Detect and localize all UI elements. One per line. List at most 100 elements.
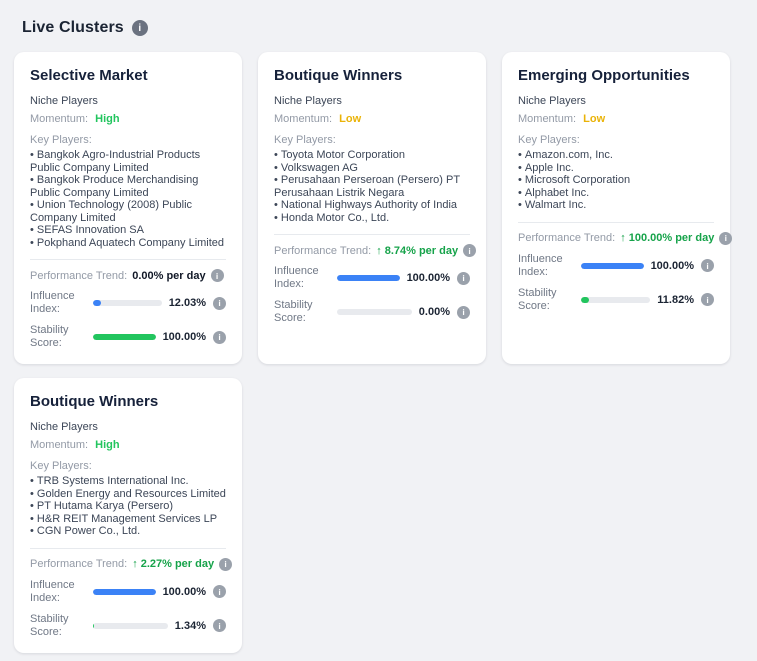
progress-track — [337, 309, 412, 315]
key-player: Amazon.com, Inc. — [518, 149, 714, 162]
metric-label: Influence Index: — [518, 253, 574, 279]
metric-row-stability: Stability Score: 0.00% i — [274, 299, 470, 325]
key-player: Volkswagen AG — [274, 162, 470, 175]
cluster-title: Emerging Opportunities — [518, 67, 690, 84]
info-icon[interactable]: i — [463, 244, 477, 257]
momentum-value: High — [95, 439, 120, 451]
cluster-card: Selective Market Niche Players Momentum:… — [14, 52, 242, 364]
trend-up-arrow-icon: ↑ — [132, 558, 138, 570]
key-players-label: Key Players: — [30, 134, 92, 146]
progress-fill — [337, 275, 400, 281]
metric-label: Stability Score: — [274, 299, 330, 325]
trend-text: 100.00% per day — [628, 232, 715, 244]
trend-value: ↑ 8.74% per day — [376, 245, 458, 257]
progress-fill — [581, 296, 590, 303]
metric-label-line: Influence — [30, 290, 75, 302]
info-icon[interactable]: i — [701, 259, 714, 272]
momentum-row: Momentum: Low — [274, 113, 470, 125]
info-icon[interactable]: i — [701, 293, 714, 306]
divider — [518, 221, 714, 223]
key-players-label: Key Players: — [518, 134, 580, 146]
metric-label-line: Stability — [30, 612, 69, 625]
cluster-subtitle: Niche Players — [30, 421, 98, 433]
progress-track — [93, 300, 162, 306]
metric-label-line: Influence — [518, 252, 563, 265]
metric-value: 12.03% — [168, 297, 206, 309]
key-player: Alphabet Inc. — [518, 187, 714, 200]
trend-label: Performance Trend: — [30, 558, 128, 570]
metric-value: 100.00% — [406, 272, 450, 284]
momentum-label: Momentum: — [30, 113, 89, 125]
info-icon[interactable]: i — [213, 296, 226, 310]
cluster-subtitle: Niche Players — [30, 95, 98, 107]
key-player: H&R REIT Management Services LP — [30, 513, 226, 526]
key-player: Bangkok Produce Merchandising Public Com… — [30, 174, 226, 199]
cluster-subtitle: Niche Players — [518, 95, 586, 107]
momentum-value: Low — [583, 113, 606, 125]
key-player: Honda Motor Co., Ltd. — [274, 212, 470, 225]
info-icon[interactable]: i — [213, 330, 226, 344]
performance-trend-row: Performance Trend: ↑ 8.74% per day i — [274, 244, 477, 257]
key-player: CGN Power Co., Ltd. — [30, 525, 226, 538]
metric-value: 0.00% — [418, 306, 450, 318]
metric-label: Stability Score: — [518, 287, 574, 313]
metric-label-line: Index: — [274, 278, 304, 290]
trend-value: ↑ 100.00% per day — [620, 232, 714, 244]
progress-fill — [581, 262, 644, 269]
info-icon[interactable]: i — [210, 269, 224, 282]
key-players-list: Amazon.com, Inc. Apple Inc. Microsoft Co… — [518, 149, 714, 212]
info-icon[interactable]: i — [457, 271, 470, 285]
key-players-label: Key Players: — [274, 134, 336, 146]
progress-track — [93, 334, 156, 340]
metric-label-line: Score: — [274, 312, 306, 324]
trend-value: 0.00% per day — [132, 270, 205, 282]
metric-label: Stability Score: — [30, 613, 86, 639]
cluster-card: Boutique Winners Niche Players Momentum:… — [258, 52, 486, 364]
key-player: TRB Systems International Inc. — [30, 475, 226, 488]
key-player: Pokphand Aquatech Company Limited — [30, 237, 226, 250]
metric-label-line: Stability — [518, 286, 557, 299]
metric-value: 1.34% — [174, 619, 206, 632]
info-icon[interactable]: i — [457, 305, 470, 319]
key-player: Perusahaan Perseroan (Persero) PT Perusa… — [274, 174, 470, 199]
cluster-title: Boutique Winners — [30, 393, 159, 410]
key-player: Golden Energy and Resources Limited — [30, 488, 226, 501]
metric-row-stability: Stability Score: 11.82% i — [518, 287, 714, 313]
metric-label-line: Stability — [30, 324, 69, 336]
cluster-grid: Selective Market Niche Players Momentum:… — [14, 52, 744, 653]
metric-value: 100.00% — [162, 331, 206, 343]
momentum-row: Momentum: High — [30, 113, 226, 125]
key-player: National Highways Authority of India — [274, 199, 470, 212]
key-player: PT Hutama Karya (Persero) — [30, 500, 226, 513]
progress-track — [93, 622, 168, 629]
cluster-card: Emerging Opportunities Niche Players Mom… — [502, 52, 733, 364]
progress-track — [581, 262, 644, 269]
performance-trend-row: Performance Trend: 0.00% per day i — [30, 269, 226, 282]
metric-label-line: Index: — [30, 303, 60, 315]
key-player: Union Technology (2008) Public Company L… — [30, 199, 226, 224]
metric-label-line: Influence — [30, 578, 75, 591]
metric-label-line: Score: — [30, 625, 62, 638]
key-player: Toyota Motor Corporation — [274, 149, 470, 162]
info-icon[interactable]: i — [219, 557, 233, 571]
key-player: Bangkok Agro-Industrial Products Public … — [30, 149, 226, 174]
key-player: Walmart Inc. — [518, 199, 714, 212]
metric-label-line: Index: — [30, 591, 60, 604]
info-icon[interactable]: i — [131, 20, 148, 36]
trend-label: Performance Trend: — [30, 269, 128, 282]
info-icon[interactable]: i — [213, 619, 226, 632]
trend-label: Performance Trend: — [274, 244, 372, 257]
metric-label-line: Score: — [518, 299, 550, 312]
trend-text: 8.74% per day — [384, 244, 459, 257]
metric-value: 11.82% — [657, 293, 694, 306]
key-players-list: TRB Systems International Inc. Golden En… — [30, 475, 226, 538]
metric-row-stability: Stability Score: 100.00% i — [30, 324, 226, 350]
key-players-list: Bangkok Agro-Industrial Products Public … — [30, 149, 226, 249]
momentum-label: Momentum: — [518, 113, 577, 125]
metric-label-line: Influence — [274, 265, 319, 277]
trend-up-arrow-icon: ↑ — [376, 244, 382, 257]
info-icon[interactable]: i — [719, 231, 733, 245]
momentum-value: High — [95, 113, 120, 125]
progress-fill — [93, 300, 102, 306]
